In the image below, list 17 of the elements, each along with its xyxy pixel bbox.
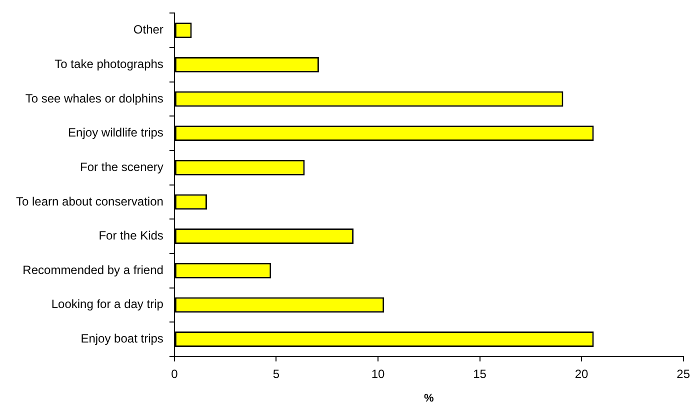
x-tick-label: 15 — [473, 366, 487, 381]
x-tick-label: 10 — [371, 366, 385, 381]
y-tick-label: Enjoy boat trips — [80, 332, 164, 346]
y-tick-label: For the scenery — [80, 160, 164, 174]
y-tick-label: Recommended by a friend — [22, 262, 164, 277]
y-tick-label: To take photographs — [54, 56, 164, 71]
x-tick-label: 5 — [272, 366, 280, 381]
x-axis-title: % — [424, 392, 434, 404]
x-tick-label: 20 — [574, 366, 589, 381]
y-tick-label: To learn about conservation — [16, 194, 164, 208]
y-tick-label: To see whales or dolphins — [25, 91, 164, 106]
y-tick-label: Looking for a day trip — [51, 297, 164, 312]
y-tick-label: Other — [133, 22, 164, 37]
y-tick-label: Enjoy wildlife trips — [68, 126, 164, 140]
y-tick-label: For the Kids — [98, 228, 164, 243]
x-tick-label: 25 — [676, 366, 690, 381]
x-tick-label: 0 — [171, 366, 178, 381]
